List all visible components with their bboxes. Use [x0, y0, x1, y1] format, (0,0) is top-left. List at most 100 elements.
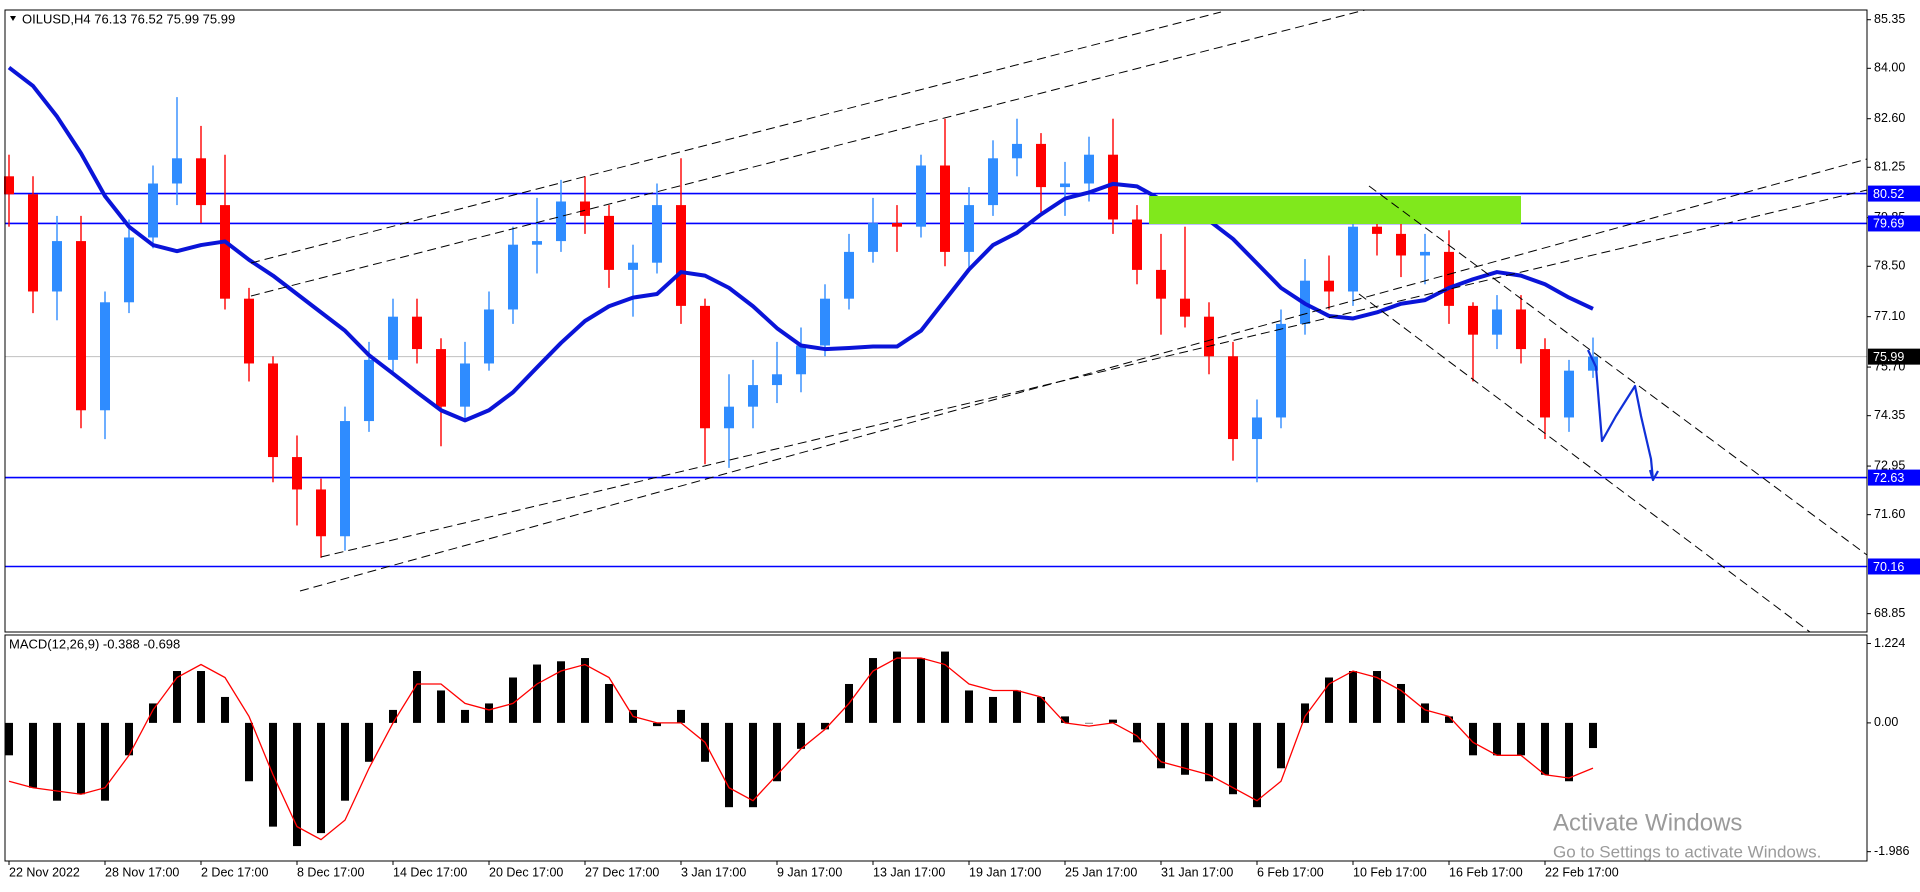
macd-bar: [1493, 722, 1501, 756]
x-tick-label: 2 Dec 17:00: [201, 865, 268, 879]
candle-body: [244, 298, 254, 364]
macd-bar: [653, 722, 661, 727]
x-tick-label: 19 Jan 17:00: [969, 865, 1041, 879]
candle-body: [76, 241, 86, 411]
x-tick-label: 22 Feb 17:00: [1545, 865, 1619, 879]
projection-arrow: [1587, 349, 1659, 482]
candle-body: [148, 183, 158, 238]
candle-body: [1420, 251, 1430, 256]
macd-bar: [1589, 722, 1597, 749]
level-label-box: [1868, 558, 1920, 575]
level-label: 80.52: [1873, 187, 1904, 201]
candle-body: [916, 165, 926, 227]
candle-body: [988, 158, 998, 206]
macd-bar: [989, 696, 997, 723]
macd-bar: [389, 709, 397, 723]
macd-bar: [1349, 671, 1357, 723]
macd-y-tick-label: 0.00: [1874, 715, 1898, 729]
candle-body: [316, 489, 326, 537]
candle-body: [484, 309, 494, 364]
x-tick-label: 3 Jan 17:00: [681, 865, 746, 879]
y-tick-label: 81.25: [1874, 160, 1905, 174]
macd-bar: [149, 703, 157, 723]
macd-bar: [581, 658, 589, 723]
candle-body: [676, 205, 686, 306]
candle-body: [1444, 251, 1454, 306]
candle-body: [1228, 356, 1238, 440]
macd-bar: [1013, 690, 1021, 723]
candle-body: [1372, 226, 1382, 234]
x-tick-label: 28 Nov 17:00: [105, 865, 179, 879]
candle-body: [1060, 183, 1070, 188]
x-tick-label: 14 Dec 17:00: [393, 865, 467, 879]
macd-bar: [197, 671, 205, 723]
x-tick-label: 27 Dec 17:00: [585, 865, 659, 879]
candle-body: [196, 158, 206, 206]
macd-bar: [1253, 722, 1261, 808]
y-tick-label: 74.35: [1874, 408, 1905, 422]
macd-bar: [485, 703, 493, 723]
watermark-title: Activate Windows: [1553, 809, 1742, 836]
macd-bar: [797, 722, 805, 749]
chart-title: OILUSD,H4 76.13 76.52 75.99 75.99: [22, 11, 235, 26]
macd-bar: [1061, 716, 1069, 723]
macd-bar: [1421, 703, 1429, 723]
price-panel-frame: [4, 9, 1868, 633]
level-label: 70.16: [1873, 560, 1904, 574]
candle-body: [1516, 309, 1526, 350]
macd-bar: [1205, 722, 1213, 782]
candle-body: [652, 205, 662, 263]
trend-line: [320, 189, 1868, 558]
candle-body: [940, 165, 950, 252]
y-tick-label: 77.10: [1874, 309, 1905, 323]
candle-body: [748, 385, 758, 407]
macd-bar: [677, 709, 685, 723]
candle-body: [1084, 154, 1094, 184]
candle-body: [436, 349, 446, 407]
macd-bar: [29, 722, 37, 788]
macd-bar: [293, 722, 301, 847]
macd-bar: [1301, 703, 1309, 723]
candle-body: [1492, 309, 1502, 335]
y-tick-label: 85.35: [1874, 12, 1905, 26]
level-label: 72.63: [1873, 471, 1904, 485]
candle-body: [1156, 269, 1166, 299]
candle-body: [340, 421, 350, 537]
candle-body: [1396, 233, 1406, 256]
y-tick-label: 82.60: [1874, 111, 1905, 125]
candle-body: [724, 406, 734, 429]
macd-bar: [1229, 722, 1237, 795]
macd-bar: [1109, 719, 1117, 723]
trend-line: [250, 11, 1222, 264]
macd-bar: [1373, 671, 1381, 723]
macd-bar: [101, 722, 109, 801]
candle-body: [1204, 316, 1214, 357]
macd-bar: [869, 658, 877, 723]
x-tick-label: 9 Jan 17:00: [777, 865, 842, 879]
macd-bar: [1085, 722, 1093, 724]
macd-bar: [1469, 722, 1477, 756]
macd-bar: [1517, 722, 1525, 756]
candle-body: [604, 215, 614, 270]
y-tick-label: 68.85: [1874, 606, 1905, 620]
collapse-arrow: [10, 16, 16, 21]
macd-bar: [317, 722, 325, 834]
macd-bar: [1133, 722, 1141, 743]
candle-body: [556, 201, 566, 242]
candle-body: [580, 201, 590, 216]
macd-bar: [1325, 677, 1333, 723]
x-tick-label: 22 Nov 2022: [9, 865, 80, 879]
candle-body: [844, 251, 854, 299]
level-label: 79.69: [1873, 217, 1904, 231]
candle-body: [892, 223, 902, 227]
trend-line: [250, 9, 1366, 297]
macd-bar: [1157, 722, 1165, 769]
macd-bar: [893, 651, 901, 723]
macd-bar: [341, 722, 349, 801]
candle-body: [388, 316, 398, 360]
macd-y-tick-label: 1.224: [1874, 636, 1905, 650]
macd-panel-frame: [4, 634, 1868, 862]
candle-body: [532, 241, 542, 245]
